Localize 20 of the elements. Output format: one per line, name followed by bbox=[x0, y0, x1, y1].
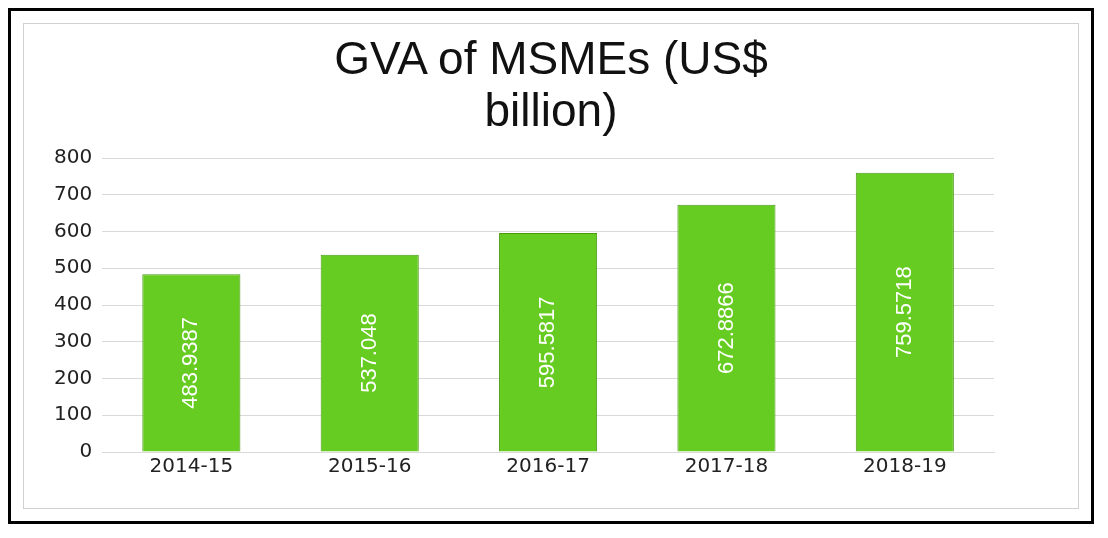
y-tick-label: 100 bbox=[53, 401, 93, 426]
y-tick-label: 700 bbox=[53, 180, 93, 205]
x-tick-label: 2014-15 bbox=[149, 453, 234, 478]
y-tick-label: 600 bbox=[53, 217, 93, 242]
data-label: 537.048 bbox=[355, 313, 381, 393]
data-label: 759.5718 bbox=[890, 266, 916, 359]
data-label: 672.8866 bbox=[712, 282, 738, 374]
y-tick-label: 500 bbox=[53, 254, 93, 279]
data-label: 595.5817 bbox=[534, 296, 560, 389]
y-tick-label: 800 bbox=[53, 144, 93, 169]
x-tick-label: 2017-18 bbox=[684, 453, 769, 478]
y-tick-label: 0 bbox=[79, 438, 93, 463]
y-tick-label: 400 bbox=[53, 291, 93, 316]
x-tick-label: 2018-19 bbox=[863, 453, 947, 478]
data-label: 483.9387 bbox=[177, 316, 203, 409]
x-tick-label: 2015-16 bbox=[327, 453, 412, 478]
x-tick-label: 2016-17 bbox=[506, 453, 590, 478]
chart-title: GVA of MSMEs (US$ billion) bbox=[333, 32, 769, 136]
y-tick-label: 200 bbox=[53, 364, 93, 389]
y-tick-label: 300 bbox=[53, 327, 93, 352]
